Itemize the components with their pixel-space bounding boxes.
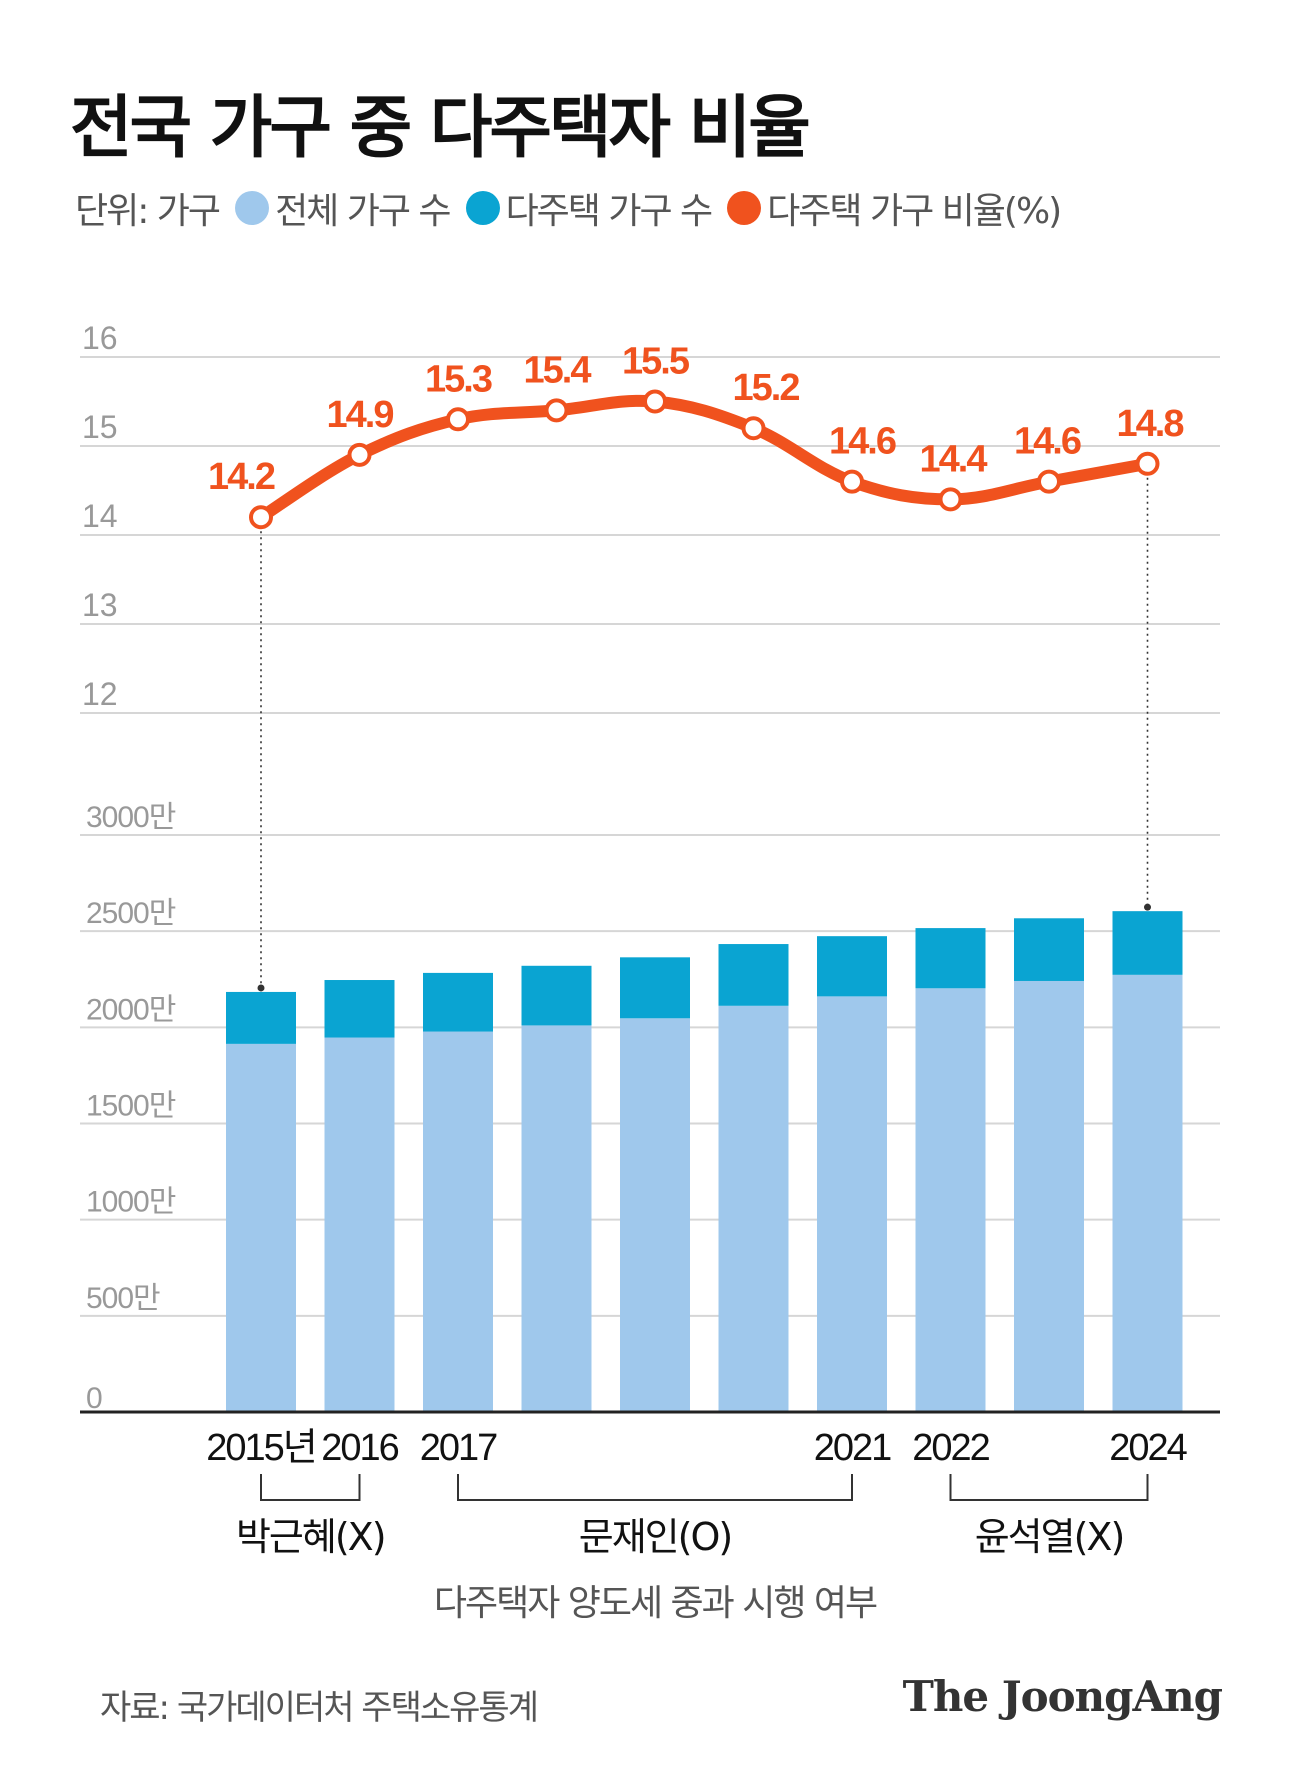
legend-item-ratio: 다주택 가구 비율(%): [727, 182, 1062, 234]
ratio-data-label: 14.2: [208, 456, 275, 498]
ratio-point: [840, 469, 864, 494]
bar-total: [423, 1031, 493, 1412]
bar-tick-label: 3000만: [86, 801, 176, 834]
bar-total: [915, 988, 986, 1412]
ratio-point: [938, 487, 963, 512]
ratio-data-label: 15.5: [622, 341, 690, 383]
period-caption: 다주택자 양도세 중과 시행 여부: [434, 1583, 877, 1624]
bar-multi-household: [423, 972, 493, 1032]
ratio-point: [544, 398, 569, 423]
bar-multi-household: [915, 928, 986, 989]
period-bracket: [260, 1474, 361, 1501]
legend-swatch-multi: [465, 191, 500, 225]
bar-multi-household: [718, 944, 789, 1006]
ratio-data-label: 14.9: [327, 394, 394, 436]
connector-dot: [257, 984, 265, 992]
bar-total: [620, 1018, 690, 1412]
bar-multi-household: [226, 991, 296, 1044]
x-tick-label: 2017: [420, 1427, 497, 1469]
bar-total: [817, 996, 887, 1412]
bar-multi-household: [521, 965, 592, 1026]
bar-multi-household: [1112, 911, 1183, 975]
bar-multi-household: [620, 957, 690, 1019]
period-bracket: [949, 1474, 1149, 1501]
bar-multi-household: [817, 936, 887, 997]
ratio-point: [643, 389, 667, 414]
bar-multi-household: [324, 980, 395, 1038]
x-tick-label: 2024: [1109, 1427, 1187, 1469]
ratio-data-label: 14.6: [829, 421, 896, 463]
ratio-tick-label: 13: [82, 587, 118, 623]
bar-tick-label: 0: [86, 1382, 102, 1415]
period-label: 문재인(O): [579, 1515, 731, 1559]
ratio-point: [446, 407, 470, 432]
ratio-data-label: 15.4: [524, 349, 592, 391]
ratio-data-label: 14.6: [1014, 421, 1081, 463]
chart-title: 전국 가구 중 다주택자 비율: [70, 89, 811, 168]
legend: 단위: 가구 전체 가구 수 다주택 가구 수 다주택 가구 비율(%): [75, 182, 1062, 234]
source-note: 자료: 국가데이터처 주택소유통계: [100, 1688, 539, 1728]
bar-total: [1014, 980, 1084, 1412]
ratio-tick-label: 12: [82, 676, 118, 712]
ratio-data-label: 15.3: [425, 358, 492, 400]
ratio-point: [1135, 451, 1160, 476]
chart-canvas: 16 15 14 13 12 3000만 2500만 2000만 1500만 1000만 500만 0…: [80, 320, 1220, 1624]
legend-item-total: 전체 가구 수: [235, 182, 452, 234]
ratio-tick-label: 16: [82, 320, 118, 356]
bar-total: [324, 1037, 395, 1412]
x-tick-label: 2022: [912, 1427, 989, 1469]
legend-label-total: 전체 가구 수: [275, 191, 451, 232]
ratio-data-label: 14.4: [920, 438, 988, 480]
bar-tick-label: 1500만: [86, 1090, 176, 1123]
legend-unit: 단위: 가구: [75, 191, 221, 232]
bar-total: [718, 1005, 789, 1412]
legend-label-ratio: 다주택 가구 비율(%): [767, 191, 1062, 232]
period-bracket: [457, 1474, 853, 1501]
period-label: 박근혜(X): [236, 1515, 385, 1559]
period-label: 윤석열(X): [975, 1515, 1124, 1559]
bar-total: [521, 1025, 592, 1412]
connector-dot: [1144, 903, 1151, 911]
ratio-point: [249, 505, 273, 530]
ratio-point: [741, 416, 766, 441]
legend-label-multi: 다주택 가구 수: [505, 191, 714, 232]
ratio-data-label: 15.2: [733, 367, 800, 409]
ratio-tick-label: 15: [82, 409, 118, 445]
ratio-data-label: 14.8: [1117, 403, 1184, 445]
bar-tick-label: 2000만: [86, 993, 176, 1026]
bar-tick-label: 500만: [86, 1282, 160, 1315]
ratio-point: [1037, 469, 1061, 494]
bar-multi-household: [1014, 918, 1084, 981]
ratio-point: [347, 442, 372, 467]
legend-item-multi: 다주택 가구 수: [465, 182, 714, 234]
ratio-tick-label: 14: [82, 498, 118, 534]
bar-tick-label: 1000만: [86, 1186, 176, 1219]
x-tick-label: 2021: [814, 1427, 891, 1469]
x-tick-label: 2016: [321, 1427, 398, 1469]
bar-tick-label: 2500만: [86, 897, 176, 930]
ratio-series-line: [255, 394, 1154, 524]
legend-swatch-total: [235, 191, 270, 225]
x-tick-label: 2015년: [206, 1427, 316, 1469]
bar-total: [226, 1043, 296, 1412]
publisher-logo: The JoongAng: [902, 1672, 1223, 1721]
bar-total: [1112, 974, 1183, 1412]
legend-swatch-ratio: [727, 191, 762, 225]
